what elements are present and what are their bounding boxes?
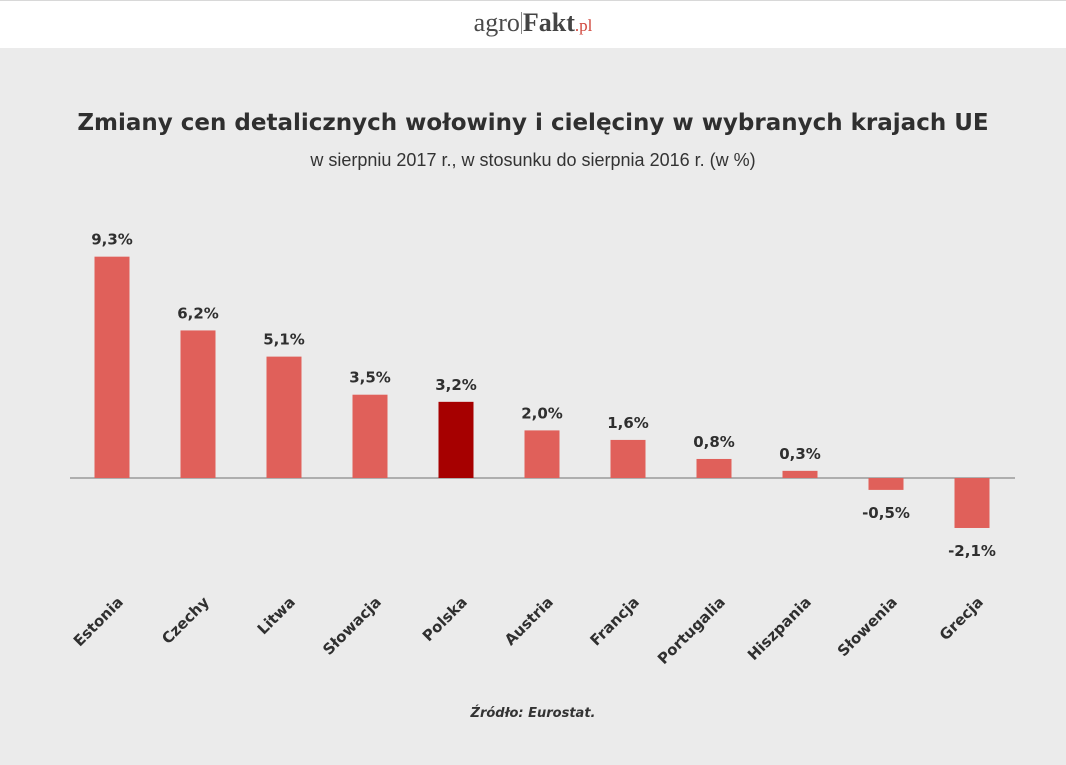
category-label-5: Austria	[501, 593, 557, 649]
bar-4	[438, 401, 474, 478]
bar-7	[696, 458, 732, 478]
value-label-5: 2,0%	[521, 404, 563, 422]
value-label-2: 5,1%	[263, 331, 305, 349]
category-label-0: Estonia	[70, 593, 127, 650]
logo-part-agro: agro	[473, 8, 520, 37]
category-label-9: Słowenia	[834, 593, 901, 660]
agrofakt-logo[interactable]: agro Fakt.pl	[0, 8, 1066, 41]
bar-8	[782, 470, 818, 478]
value-label-4: 3,2%	[435, 376, 477, 394]
bar-0	[94, 256, 130, 478]
chart-subtitle: w sierpniu 2017 r., w stosunku do sierpn…	[310, 150, 756, 170]
bar-2	[266, 356, 302, 478]
value-label-9: -0,5%	[862, 504, 910, 522]
bar-9	[868, 478, 904, 490]
bar-10	[954, 478, 990, 528]
category-label-1: Czechy	[158, 593, 213, 648]
category-label-6: Francja	[587, 593, 643, 649]
value-label-7: 0,8%	[693, 433, 735, 451]
value-label-0: 9,3%	[91, 231, 133, 249]
logo-part-pl: .pl	[574, 16, 593, 35]
category-label-2: Litwa	[254, 593, 299, 638]
category-label-4: Polska	[419, 593, 471, 645]
logo-part-fakt: Fakt	[522, 8, 575, 37]
bar-3	[352, 394, 388, 478]
source-note: Źródło: Eurostat.	[470, 706, 596, 721]
bar-1	[180, 330, 216, 478]
value-label-10: -2,1%	[948, 542, 996, 560]
chart-title: Zmiany cen detalicznych wołowiny i cielę…	[77, 110, 989, 136]
site-header: agro Fakt.pl	[0, 0, 1066, 48]
value-label-3: 3,5%	[349, 369, 391, 387]
category-label-10: Grecja	[936, 593, 987, 644]
value-label-8: 0,3%	[779, 445, 821, 463]
value-label-6: 1,6%	[607, 414, 649, 432]
bar-6	[610, 439, 646, 478]
category-label-8: Hiszpania	[744, 593, 815, 664]
value-label-1: 6,2%	[177, 304, 219, 322]
category-label-3: Słowacja	[319, 593, 385, 659]
logo-divider	[520, 12, 522, 34]
bar-5	[524, 430, 560, 478]
category-label-7: Portugalia	[654, 593, 729, 668]
